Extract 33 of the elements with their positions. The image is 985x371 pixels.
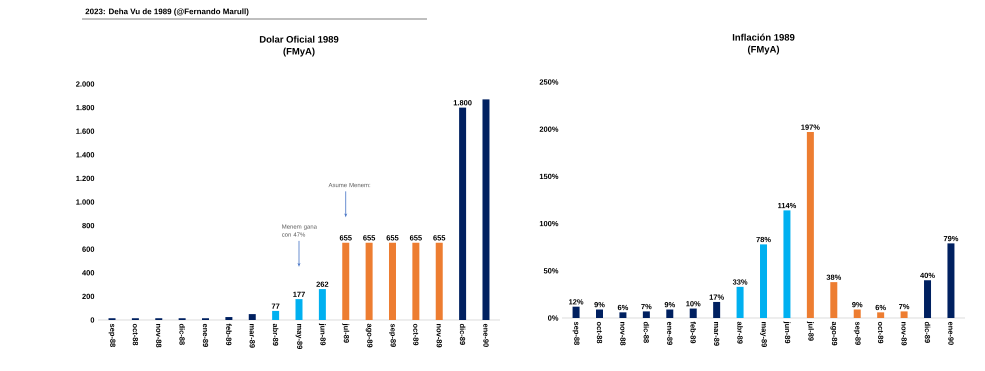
bar xyxy=(572,306,580,318)
bar xyxy=(924,280,932,318)
bar xyxy=(619,312,626,318)
bar xyxy=(900,311,908,318)
bar xyxy=(388,242,396,320)
bar xyxy=(596,310,603,318)
chart-title: Inflación 1989 xyxy=(732,34,794,41)
bar xyxy=(877,312,884,318)
bar xyxy=(482,99,490,320)
chart-title: Dolar Oficial 1989 xyxy=(260,36,338,43)
bar xyxy=(783,210,790,318)
bar xyxy=(272,310,280,320)
bar xyxy=(713,302,720,318)
bar xyxy=(318,289,326,320)
bar xyxy=(666,310,674,318)
bar xyxy=(436,242,443,320)
bar xyxy=(366,242,373,320)
bar xyxy=(830,282,838,318)
bar xyxy=(736,286,744,318)
bar xyxy=(248,314,256,320)
bar xyxy=(225,317,232,320)
bar xyxy=(296,299,302,320)
bar xyxy=(806,132,814,318)
bar xyxy=(690,308,697,318)
bar xyxy=(342,242,350,320)
bar xyxy=(412,242,420,320)
bar xyxy=(760,244,768,318)
chart-subtitle: (FMyA) xyxy=(283,48,315,57)
bar xyxy=(459,108,466,320)
bar xyxy=(854,310,861,318)
bar xyxy=(642,311,650,318)
bar xyxy=(947,243,954,318)
chart-subtitle: (FMyA) xyxy=(748,46,780,55)
